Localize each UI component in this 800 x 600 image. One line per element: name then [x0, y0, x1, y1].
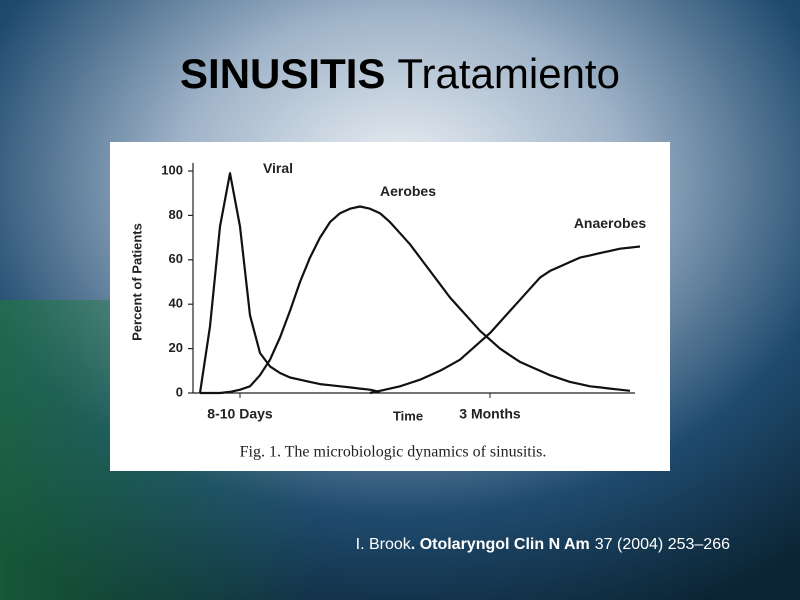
- plot: 0 20 40 60 80 100 8-10 Days 3 Months Time Percent…: [129, 160, 646, 424]
- y-tick-label: 80: [169, 207, 183, 222]
- citation-author: I. Brook: [356, 536, 412, 553]
- citation: I. Brook. Otolaryngol Clin N Am 37 (2004)…: [356, 536, 730, 553]
- series-label: Aerobes: [380, 183, 436, 199]
- y-axis-label: Percent of Patients: [129, 223, 144, 341]
- series-label: Viral: [263, 160, 293, 176]
- y-tick-label: 40: [169, 296, 183, 311]
- title-rest: Tratamiento: [397, 50, 620, 97]
- citation-journal: . Otolaryngol Clin N Am: [411, 536, 590, 553]
- x-axis-label: Time: [393, 408, 423, 423]
- x-tick-label: 8-10 Days: [207, 406, 273, 422]
- figure-caption: Fig. 1. The microbiologic dynamics of si…: [240, 444, 547, 461]
- series-line: [198, 172, 381, 394]
- x-tick-label: 3 Months: [459, 406, 521, 422]
- slide-title: SINUSITIS Tratamiento: [180, 50, 620, 97]
- y-tick-label: 20: [169, 340, 183, 355]
- y-tick-label: 0: [176, 384, 183, 399]
- chart-panel: [110, 142, 670, 471]
- title-bold: SINUSITIS: [180, 50, 385, 97]
- citation-details: 37 (2004) 253–266: [595, 536, 730, 553]
- series-line: [200, 205, 631, 395]
- series-line: [369, 245, 641, 395]
- y-tick-label: 100: [161, 162, 183, 177]
- y-tick-label: 60: [169, 251, 183, 266]
- series-label: Anaerobes: [574, 215, 647, 231]
